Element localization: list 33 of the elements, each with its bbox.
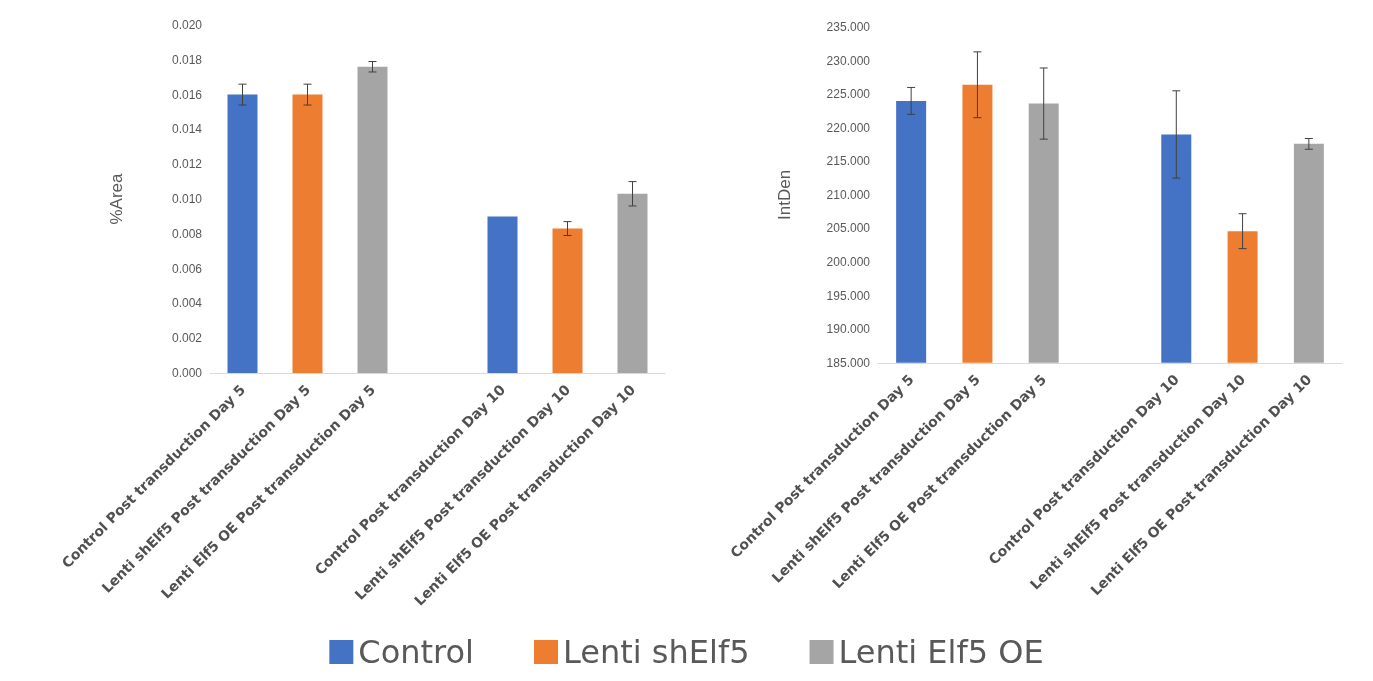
y-tick-label: 0.000	[171, 366, 203, 380]
legend-label: Control	[358, 633, 474, 671]
y-tick-label: 235.000	[826, 20, 871, 34]
y-tick-label: 0.004	[171, 296, 203, 311]
y-tick-label: 185.000	[826, 355, 871, 370]
y-tick-label: 195.000	[826, 288, 871, 303]
y-tick-label: 210.000	[826, 187, 871, 202]
legend-label: Lenti Elf5 OE	[838, 633, 1044, 671]
y-tick-label: 0.008	[171, 226, 203, 241]
y-tick-label: 225.000	[826, 87, 871, 102]
y-tick-label: 200.000	[826, 255, 871, 270]
bar	[487, 216, 518, 373]
bar	[552, 228, 583, 373]
legend-label: Lenti shElf5	[562, 633, 750, 671]
bar	[292, 94, 323, 373]
y-tick-label: 0.020	[171, 18, 203, 32]
y-axis-title: %Area	[107, 172, 126, 225]
y-tick-label: 0.014	[171, 122, 203, 137]
y-tick-label: 0.010	[171, 192, 203, 206]
bar	[357, 66, 388, 373]
y-tick-label: 0.018	[171, 52, 203, 67]
y-tick-label: 0.006	[171, 261, 203, 276]
y-tick-label: 0.002	[171, 331, 203, 346]
bar	[617, 193, 648, 373]
y-tick-label: 230.000	[826, 53, 871, 68]
y-tick-label: 220.000	[826, 120, 871, 135]
y-tick-label: 0.016	[171, 87, 203, 102]
y-tick-label: 215.000	[826, 154, 871, 169]
y-tick-label: 190.000	[826, 322, 871, 337]
y-tick-label: 205.000	[826, 221, 871, 236]
y-tick-label: 0.012	[171, 157, 203, 172]
y-axis-title: IntDen	[775, 169, 794, 220]
bar	[227, 94, 258, 373]
